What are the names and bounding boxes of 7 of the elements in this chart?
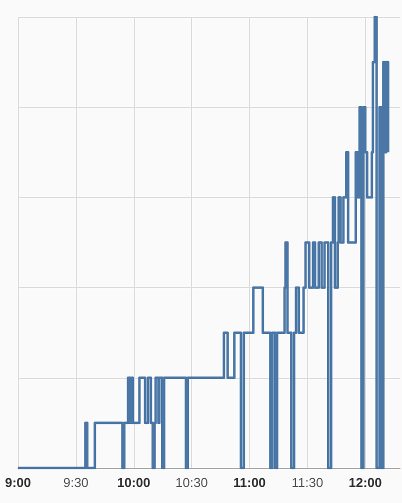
x-tick-label: 12:00: [348, 475, 382, 490]
x-tick-label: 11:30: [292, 475, 324, 490]
x-tick-label: 10:30: [175, 475, 208, 490]
x-tick-label: 9:00: [4, 475, 32, 490]
x-tick-label: 9:30: [63, 475, 89, 490]
x-tick-label: 11:00: [233, 475, 266, 490]
x-tick-label: 10:00: [117, 475, 150, 490]
